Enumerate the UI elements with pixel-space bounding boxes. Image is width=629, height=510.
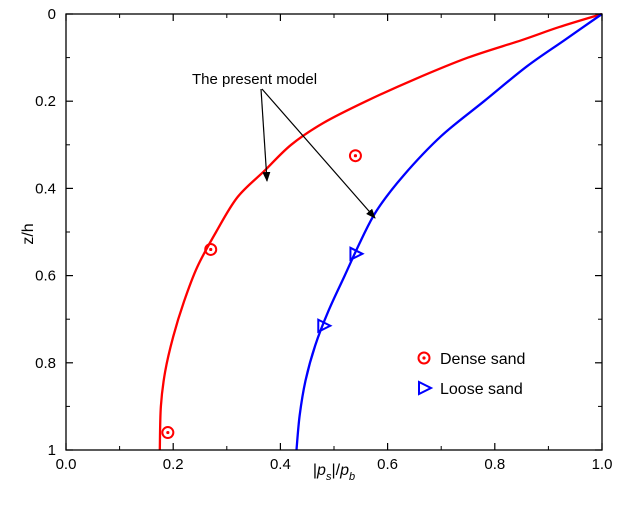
- dense-sand-point-dot: [166, 430, 170, 435]
- y-tick-label: 0.4: [35, 180, 56, 197]
- y-tick-label: 0: [48, 6, 56, 23]
- y-tick-label: 0.6: [35, 268, 56, 285]
- legend-dense-marker: [417, 351, 431, 365]
- annotation: The present model: [192, 71, 376, 219]
- legend: Dense sand Loose sand: [417, 351, 525, 398]
- model-curve-1: [295, 13, 603, 451]
- x-tick-label: 1.0: [592, 456, 613, 473]
- legend-dense-label: Dense sand: [440, 351, 525, 368]
- loose-sand-point: [317, 318, 333, 334]
- model-curve-0: [158, 12, 603, 451]
- x-tick-label: 0.4: [270, 456, 291, 473]
- x-tick-label: 0.6: [377, 456, 398, 473]
- legend-dense-marker-dot: [422, 356, 426, 360]
- dense-sand-point-dot: [209, 247, 213, 252]
- y-axis-title: z/h: [20, 223, 37, 244]
- x-tick-label: 0.2: [163, 456, 184, 473]
- model-curves: [158, 12, 603, 451]
- dense-sand-point: [204, 242, 218, 256]
- y-tick-label: 1: [48, 442, 56, 459]
- annotation-arrow-red: [260, 88, 271, 182]
- dense-sand-point: [161, 426, 175, 440]
- x-tick-label: 0.0: [56, 456, 77, 473]
- annotation-text: The present model: [192, 71, 317, 88]
- dense-sand-point-dot: [353, 154, 358, 158]
- annotation-arrow-blue: [261, 88, 376, 219]
- x-axis-title: |ps|/pb: [313, 462, 355, 483]
- axis-ticks: 0.0 0.2 0.4 0.6 0.8 1.0 0 0.2 0.4 0.6 0.8 1: [35, 6, 612, 473]
- y-tick-label: 0.8: [35, 355, 56, 372]
- x-tick-label: 0.8: [484, 456, 505, 473]
- dense-sand-point: [348, 149, 362, 163]
- data-markers: [161, 149, 365, 440]
- legend-loose-label: Loose sand: [440, 381, 523, 398]
- y-tick-label: 0.2: [35, 93, 56, 110]
- legend-loose-marker: [418, 380, 434, 396]
- loose-sand-point: [349, 246, 365, 262]
